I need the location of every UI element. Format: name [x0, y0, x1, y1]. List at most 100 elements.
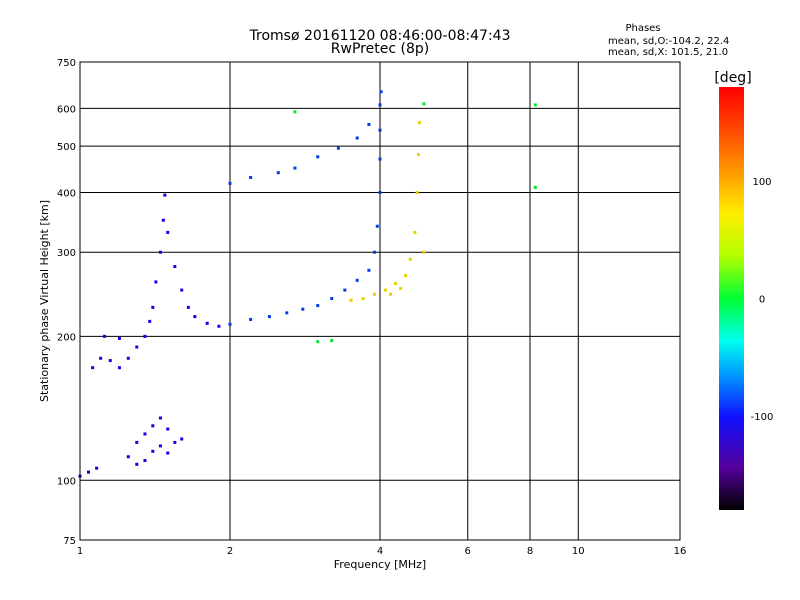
y-tick-labels: 75 100 200 300 400 500 600 750 [57, 58, 76, 547]
data-point [394, 282, 398, 286]
y-tick-label: 500 [57, 142, 76, 153]
data-point [383, 288, 387, 292]
x-tick-label: 2 [227, 546, 233, 557]
data-point [173, 265, 177, 269]
data-point [399, 286, 403, 290]
data-point [143, 432, 147, 436]
colorbar [719, 87, 744, 510]
data-point [154, 280, 158, 284]
legend-line-x: mean, sd,X: 101.5, 21.0 [608, 47, 728, 58]
x-tick-label: 8 [527, 546, 533, 557]
data-point [135, 440, 139, 444]
data-point [228, 322, 232, 326]
data-point [158, 250, 162, 254]
data-point [378, 190, 382, 194]
data-point [355, 136, 359, 140]
y-axis-label: Stationary phase Virtual Height [km] [38, 200, 51, 402]
data-point [316, 340, 320, 344]
colorbar-label: [deg] [714, 70, 751, 86]
data-point [249, 317, 253, 321]
x-tick-label: 10 [572, 546, 585, 557]
data-point [349, 298, 353, 302]
data-point [148, 319, 152, 323]
data-point [343, 288, 347, 292]
data-point [135, 345, 139, 349]
data-point [330, 297, 334, 301]
data-point [316, 304, 320, 308]
data-point [330, 339, 334, 343]
data-point [91, 366, 95, 370]
colorbar-tick-label: 100 [752, 177, 771, 188]
data-point [378, 157, 382, 161]
data-point [293, 110, 297, 114]
data-point [375, 224, 379, 228]
data-point [158, 416, 162, 420]
data-point [378, 103, 382, 107]
data-point [108, 359, 112, 363]
data-point [378, 128, 382, 132]
data-point [217, 324, 221, 328]
data-point [161, 218, 165, 222]
x-tick-label: 1 [77, 546, 83, 557]
y-tick-label: 400 [57, 188, 76, 199]
data-point [267, 315, 271, 319]
data-point [135, 462, 139, 466]
data-point [143, 334, 147, 338]
data-point [180, 437, 184, 441]
y-tick-label: 300 [57, 248, 76, 259]
data-point [422, 102, 426, 106]
data-point [103, 334, 107, 338]
chart-title: Tromsø 20161120 08:46:00-08:47:43 [249, 28, 511, 44]
data-point [379, 90, 383, 94]
data-point [163, 193, 167, 197]
data-point [417, 153, 421, 157]
data-point [117, 366, 121, 370]
legend-title: Phases [625, 23, 660, 34]
data-point [533, 185, 537, 189]
colorbar-tick-labels: 100 0 -100 [751, 177, 774, 423]
data-point [373, 292, 377, 296]
y-tick-label: 75 [63, 536, 76, 547]
data-point [151, 424, 155, 428]
y-tick-label: 600 [57, 104, 76, 115]
grid-lines [80, 62, 681, 540]
chart-subtitle: RwPretec (8p) [331, 41, 429, 57]
data-point [367, 268, 371, 272]
data-point [126, 455, 130, 459]
data-point [86, 470, 90, 474]
data-point [143, 458, 147, 462]
data-point [166, 451, 170, 455]
data-point [166, 427, 170, 431]
data-point [408, 257, 412, 261]
data-point [205, 321, 209, 325]
data-point [173, 440, 177, 444]
data-point [285, 311, 289, 315]
x-tick-labels: 1 2 4 6 8 10 16 [77, 546, 687, 557]
data-point [95, 466, 99, 470]
data-point [373, 250, 377, 254]
data-point [367, 123, 371, 127]
data-point [186, 305, 190, 309]
data-point [417, 121, 421, 125]
x-tick-label: 4 [377, 546, 383, 557]
y-tick-label: 100 [57, 476, 76, 487]
data-point [415, 190, 419, 194]
x-axis-label: Frequency [MHz] [334, 558, 426, 571]
data-point [151, 305, 155, 309]
data-point [389, 292, 393, 296]
data-point [316, 155, 320, 159]
colorbar-tick-label: 0 [759, 295, 765, 306]
data-point [166, 230, 170, 234]
data-point [301, 307, 305, 311]
data-point [228, 181, 232, 185]
data-point [151, 449, 155, 453]
plot-frame [79, 61, 681, 541]
legend-line-o: mean, sd,O:-104.2, 22.4 [608, 36, 729, 47]
x-tick-label: 6 [465, 546, 471, 557]
y-tick-label: 200 [57, 332, 76, 343]
data-point [413, 230, 417, 234]
data-point [158, 444, 162, 448]
data-point [361, 297, 365, 301]
data-point [533, 103, 537, 107]
